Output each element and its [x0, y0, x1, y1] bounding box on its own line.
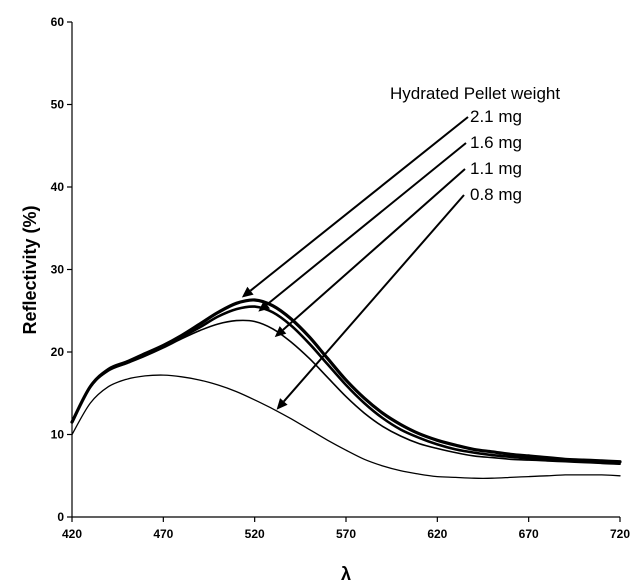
y-tick-label: 50: [51, 98, 65, 112]
legend-item-1-1-mg: 1.1 mg: [470, 159, 522, 178]
series-line-0-8-mg: [72, 375, 620, 478]
x-tick-label: 520: [245, 527, 265, 541]
x-tick-label: 720: [610, 527, 630, 541]
x-axis-title: λ: [341, 564, 351, 584]
y-tick-label: 40: [51, 180, 65, 194]
x-tick-label: 570: [336, 527, 356, 541]
y-tick-label: 20: [51, 345, 65, 359]
legend-item-2-1-mg: 2.1 mg: [470, 107, 522, 126]
legend-item-1-6-mg: 1.6 mg: [470, 133, 522, 152]
legend-arrow: [277, 195, 464, 410]
x-tick-label: 620: [427, 527, 447, 541]
series-line-1-1-mg: [72, 320, 620, 464]
x-tick-label: 470: [153, 527, 173, 541]
legend-arrow: [242, 117, 468, 298]
legend-title: Hydrated Pellet weight: [390, 84, 560, 103]
x-tick-label: 420: [62, 527, 82, 541]
legend-item-0-8-mg: 0.8 mg: [470, 185, 522, 204]
y-tick-label: 0: [57, 510, 64, 524]
series-lines: [72, 300, 620, 478]
legend: Hydrated Pellet weight 2.1 mg 1.6 mg 1.1…: [390, 84, 560, 204]
y-tick-label: 30: [51, 263, 65, 277]
series-line-2-1-mg: [72, 300, 620, 462]
y-tick-label: 10: [51, 428, 65, 442]
y-tick-label: 60: [51, 15, 65, 29]
x-tick-label: 670: [519, 527, 539, 541]
legend-arrows: [242, 117, 468, 410]
y-axis-title: Reflectivity (%): [20, 205, 40, 334]
